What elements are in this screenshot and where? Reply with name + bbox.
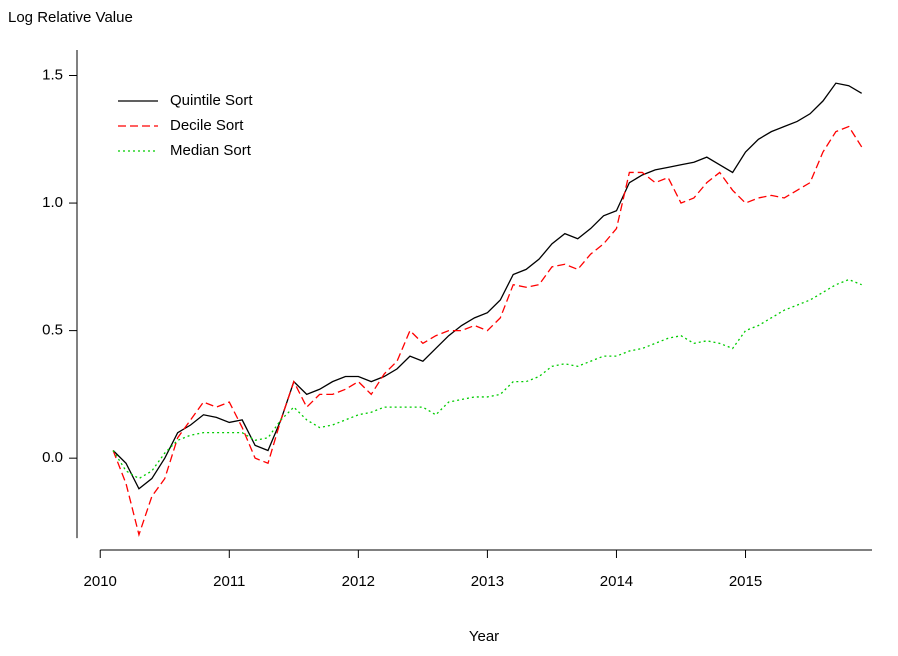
y-tick-label: 1.5 xyxy=(42,66,63,83)
legend-label: Quintile Sort xyxy=(170,92,253,109)
x-tick-label: 2015 xyxy=(729,573,762,590)
x-tick-label: 2013 xyxy=(471,573,504,590)
y-tick-label: 0.0 xyxy=(42,449,63,466)
data-line xyxy=(112,125,863,537)
legend-label: Median Sort xyxy=(170,142,252,159)
y-tick-label: 1.0 xyxy=(42,194,63,211)
x-axis-label: Year xyxy=(469,628,499,645)
data-line xyxy=(112,82,863,490)
x-tick-label: 2012 xyxy=(342,573,375,590)
x-tick-label: 2014 xyxy=(600,573,633,590)
x-tick-label: 2010 xyxy=(84,573,117,590)
legend-label: Decile Sort xyxy=(170,117,244,134)
x-tick-label: 2011 xyxy=(213,573,245,590)
y-tick-label: 0.5 xyxy=(42,322,63,339)
y-axis-label: Log Relative Value xyxy=(8,9,133,26)
data-line xyxy=(112,278,862,480)
